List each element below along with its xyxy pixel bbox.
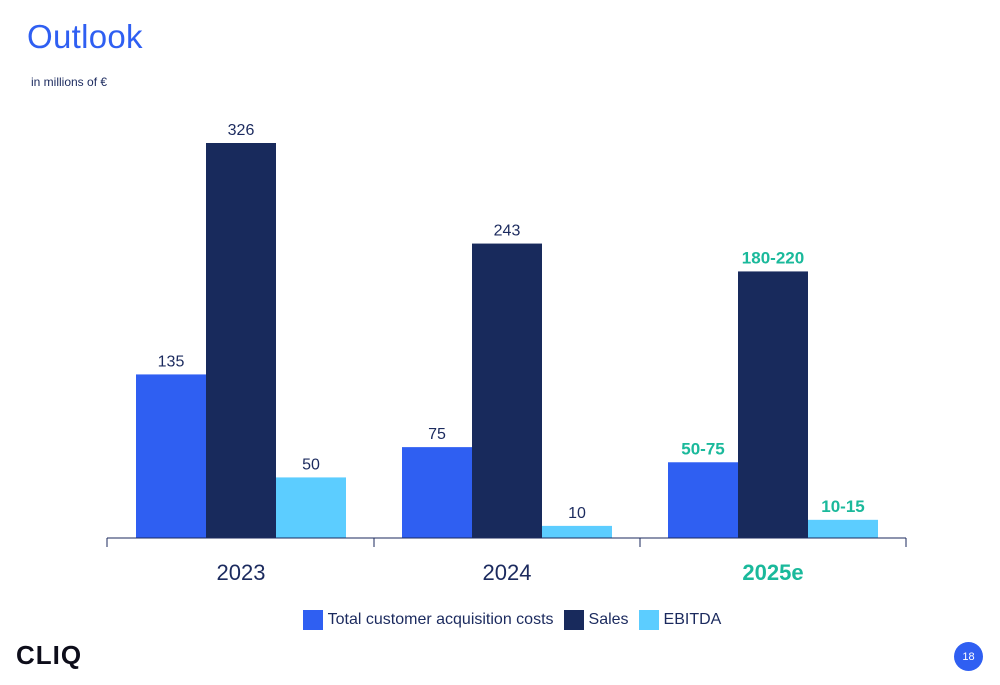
bar-sales-2024 (472, 243, 542, 538)
legend-label-1: Sales (588, 611, 629, 628)
x-tick-label-2023: 2023 (217, 560, 266, 585)
data-label-0-2023: 135 (158, 353, 185, 370)
legend-item-2: EBITDA (638, 610, 722, 630)
legend-swatch-0 (302, 610, 323, 630)
unit-label: in millions of € (31, 75, 108, 89)
data-label-1-2025e: 180-220 (742, 248, 804, 267)
data-label-0-2025e: 50-75 (681, 439, 724, 458)
legend-swatch-1 (563, 610, 584, 630)
bar-sales-2025e (738, 271, 808, 538)
page-title: Outlook (27, 18, 143, 55)
data-label-0-2024: 75 (428, 426, 446, 443)
chart-legend: Total customer acquisition costs Sales EBI… (0, 610, 1000, 630)
legend-label-2: EBITDA (663, 611, 722, 628)
data-label-1-2023: 326 (228, 122, 255, 139)
bar-ebitda-2024 (542, 525, 612, 538)
x-tick-label-2025e: 2025e (742, 560, 803, 585)
legend-label-0: Total customer acquisition costs (327, 611, 554, 628)
x-tick-label-2024: 2024 (483, 560, 532, 585)
legend-swatch-2 (638, 610, 659, 630)
legend-item-1: Sales (563, 610, 629, 630)
bar-sales-2023 (206, 143, 276, 538)
bar-total-customer-acquisition-costs-2024 (402, 447, 472, 538)
bar-ebitda-2023 (276, 477, 346, 538)
bar-chart: 135 326 50 2023 75 243 10 2024 50-75 180-220 10-15… (106, 122, 907, 585)
legend-item-0: Total customer acquisition costs (302, 610, 554, 630)
bar-total-customer-acquisition-costs-2023 (136, 374, 206, 538)
bar-ebitda-2025e (808, 519, 878, 538)
data-label-2-2023: 50 (302, 456, 320, 473)
bar-total-customer-acquisition-costs-2025e (668, 462, 738, 538)
data-label-2-2025e: 10-15 (821, 497, 864, 516)
cliq-logo: CLIQ (16, 640, 83, 670)
data-label-2-2024: 10 (568, 505, 586, 522)
data-label-1-2024: 243 (494, 223, 521, 240)
page-number-badge: 18 (954, 642, 983, 671)
